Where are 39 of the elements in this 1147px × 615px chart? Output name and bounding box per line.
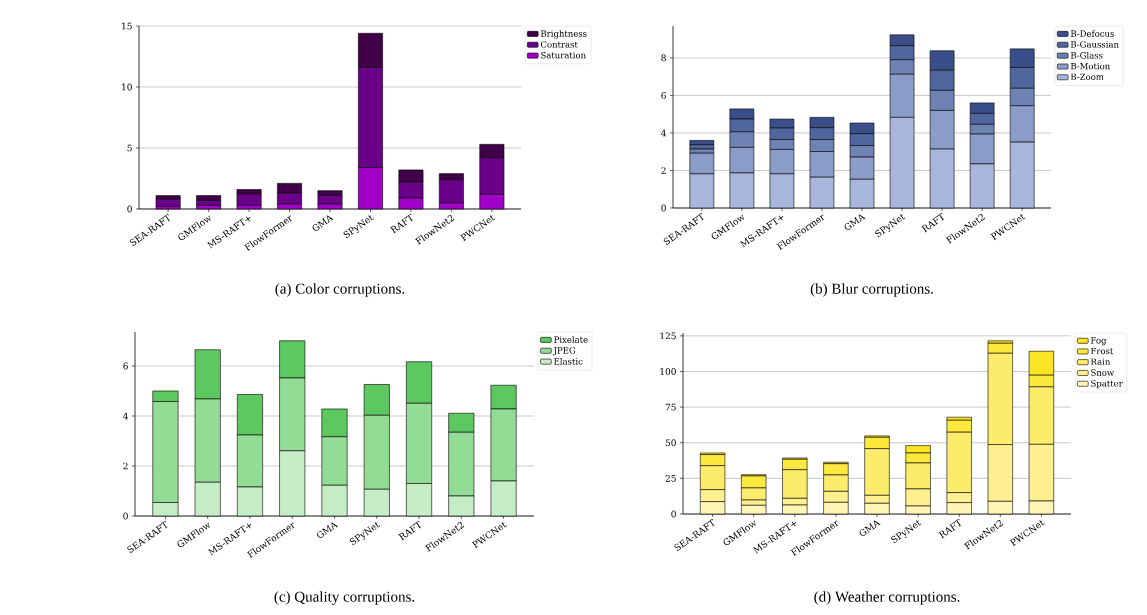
y-tick-label: 50 (665, 439, 676, 447)
y-tick-label: 8 (661, 54, 666, 62)
text: (a) Color corruptions. (275, 283, 405, 297)
text: (c) Quality corruptions. (274, 591, 415, 605)
y-tick-label: 0 (671, 510, 676, 518)
legend-label: Spatter (1091, 380, 1123, 389)
y-tick-label: 6 (661, 92, 666, 99)
y-tick-label: 4 (123, 412, 129, 420)
y-tick-label: 10 (122, 83, 132, 91)
legend-label: Rain (1090, 358, 1111, 365)
text: (d) Weather corruptions. (814, 591, 960, 605)
y-tick-label: 75 (665, 403, 676, 411)
legend-label: B-Gaussian (1070, 41, 1119, 48)
legend-label: Fog (1090, 337, 1107, 346)
legend-label: Pixelate (554, 336, 588, 343)
y-tick-label: 100 (660, 368, 676, 375)
legend-label: B-Glass (1070, 51, 1103, 59)
y-tick-label: 0 (123, 512, 128, 520)
text: (b) Blur corruptions. (810, 283, 933, 297)
legend-label: Snow (1091, 369, 1115, 376)
legend-label: Frost (1090, 347, 1114, 355)
y-tick-label: 4 (661, 129, 667, 137)
y-tick-label: 25 (665, 474, 676, 482)
legend-label: JPEG (552, 347, 576, 356)
y-tick-label: 5 (127, 144, 132, 152)
legend-label: Saturation (541, 51, 586, 59)
legend-label: B-Motion (1070, 62, 1110, 70)
y-tick-label: 125 (660, 332, 676, 340)
legend-label: Elastic (554, 357, 583, 365)
y-tick-label: 0 (661, 204, 666, 212)
legend-label: Brightness (540, 30, 587, 39)
y-tick-label: 2 (661, 167, 666, 174)
legend-label: B-Zoom (1070, 73, 1104, 80)
y-tick-label: 15 (122, 22, 132, 30)
y-tick-label: 0 (127, 205, 132, 213)
y-tick-label: 6 (123, 362, 128, 370)
legend-label: B-Defocus (1070, 30, 1114, 37)
legend-label: Contrast (540, 41, 578, 48)
y-tick-label: 2 (123, 462, 128, 470)
